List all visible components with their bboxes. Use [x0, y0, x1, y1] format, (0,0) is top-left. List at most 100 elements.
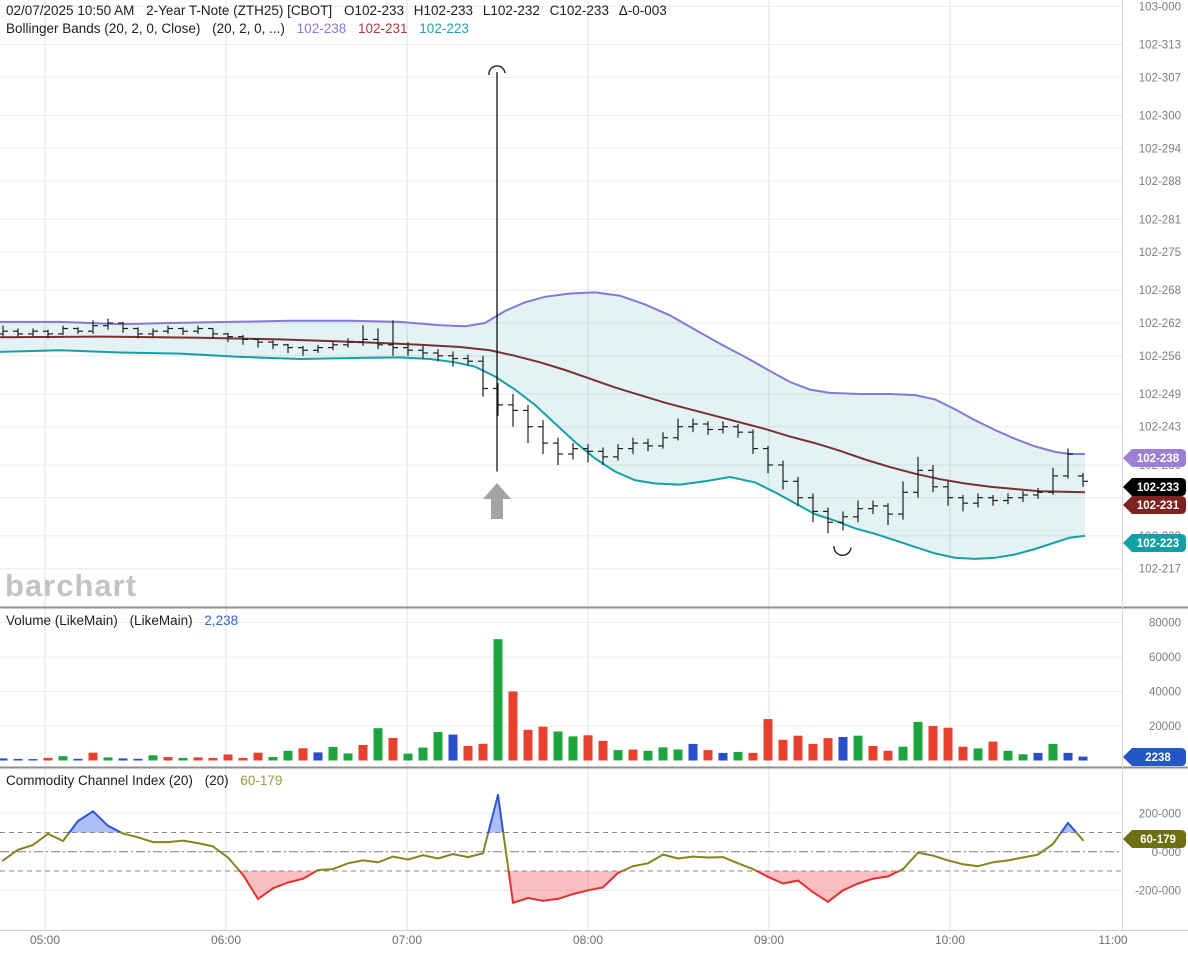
cci-line	[797, 879, 814, 894]
volume-bar	[808, 743, 818, 761]
cci-line	[902, 851, 919, 871]
cci-line	[212, 845, 229, 859]
cci-line	[487, 794, 499, 834]
cci-value: 60-179	[240, 773, 283, 788]
axis-badge-label: 60-179	[1140, 834, 1176, 846]
cci-line	[257, 887, 274, 900]
volume-bar	[538, 726, 548, 761]
cci-line	[377, 855, 394, 864]
cci-line	[542, 897, 559, 902]
axis-badge	[1123, 496, 1186, 514]
price-axis-label: 102-294	[1139, 143, 1182, 155]
axis-badge	[1123, 478, 1186, 496]
cci-fill-below	[756, 871, 900, 902]
cci-line	[317, 868, 334, 871]
bollinger-middle-value: 102-231	[357, 21, 408, 36]
cci-line	[227, 856, 241, 872]
axis-badge-label: 102-223	[1137, 538, 1179, 550]
volume-bar	[73, 758, 83, 761]
volume-bar	[418, 747, 428, 761]
volume-bar	[88, 752, 98, 761]
price-axis-label: 103-000	[1139, 1, 1181, 13]
volume-bar	[883, 750, 893, 761]
header-low: L102-232	[482, 3, 540, 18]
volume-bar	[433, 732, 443, 761]
cci-line	[932, 854, 949, 862]
cci-line	[362, 859, 379, 864]
cci-line	[407, 854, 424, 861]
cci-line	[347, 859, 364, 865]
axis-badge	[1123, 748, 1186, 766]
volume-bar	[283, 750, 293, 761]
cci-line	[332, 862, 349, 871]
volume-bar	[253, 752, 263, 761]
volume-bar	[358, 745, 368, 761]
volume-bar	[58, 756, 68, 761]
cci-line	[242, 873, 259, 900]
drawn-arc-bottom[interactable]	[833, 545, 852, 556]
volume-bar	[583, 735, 593, 761]
bollinger-lower-value: 102-223	[419, 21, 469, 36]
cci-line	[1060, 821, 1069, 834]
volume-bar	[0, 758, 8, 761]
volume-bar	[988, 741, 998, 761]
cci-axis-label: 200-000	[1139, 808, 1181, 820]
volume-bar	[898, 746, 908, 761]
cci-line	[767, 875, 784, 885]
bollinger-fill	[0, 292, 1085, 559]
cci-line	[107, 824, 123, 834]
axis-badge	[1123, 534, 1186, 552]
up-arrow-marker[interactable]	[483, 483, 511, 519]
cci-line	[842, 882, 859, 892]
volume-bar	[823, 738, 833, 761]
barchart-logo: barchart	[5, 568, 138, 603]
volume-legend-params: (LikeMain)	[129, 613, 193, 628]
cci-fill-above	[69, 811, 122, 833]
volume-bar	[163, 757, 173, 761]
volume-legend: Volume (LikeMain) (LikeMain) 2,238	[6, 613, 246, 628]
volume-bar	[1003, 750, 1013, 761]
volume-axis-label: 60000	[1149, 652, 1181, 664]
volume-bar	[718, 752, 728, 761]
cci-line	[587, 886, 604, 892]
price-axis-label: 102-300	[1139, 111, 1181, 123]
volume-bar	[643, 750, 653, 761]
cci-line	[137, 836, 154, 844]
volume-bar	[943, 727, 953, 761]
cci-line	[917, 851, 934, 857]
cci-line	[1022, 853, 1039, 859]
header-open: O102-233	[343, 3, 404, 18]
price-axis-label: 102-243	[1139, 422, 1181, 434]
volume-bar	[868, 746, 878, 761]
cci-legend-label: Commodity Channel Index (20)	[6, 773, 193, 788]
volume-bar	[28, 759, 38, 761]
volume-bar	[268, 757, 278, 761]
volume-bar	[523, 729, 533, 761]
volume-bar	[1033, 752, 1043, 761]
volume-bar	[238, 757, 248, 761]
cci-line	[621, 865, 634, 872]
volume-axis-label: 20000	[1149, 721, 1181, 733]
axis-badge	[1123, 830, 1186, 848]
bollinger-legend-label: Bollinger Bands (20, 2, 0, Close)	[6, 21, 201, 36]
volume-bar	[793, 735, 803, 761]
time-axis-label: 09:00	[754, 933, 784, 947]
volume-bar	[853, 735, 863, 761]
volume-bar	[223, 754, 233, 761]
time-axis-label: 08:00	[573, 933, 603, 947]
volume-bar	[598, 740, 608, 761]
bollinger-legend: Bollinger Bands (20, 2, 0, Close) (20, 2…	[6, 21, 477, 36]
cci-line	[692, 855, 709, 859]
cci-line	[122, 832, 139, 839]
volume-bar	[553, 731, 563, 761]
cci-line	[497, 794, 505, 834]
volume-bar	[973, 748, 983, 761]
volume-bar	[193, 757, 203, 761]
cci-axis-label: 0-000	[1152, 847, 1181, 859]
volume-bar	[628, 749, 638, 761]
volume-bar	[748, 752, 758, 761]
cci-legend: Commodity Channel Index (20) (20) 60-179	[6, 773, 290, 788]
drawn-arc-top[interactable]	[488, 65, 506, 76]
